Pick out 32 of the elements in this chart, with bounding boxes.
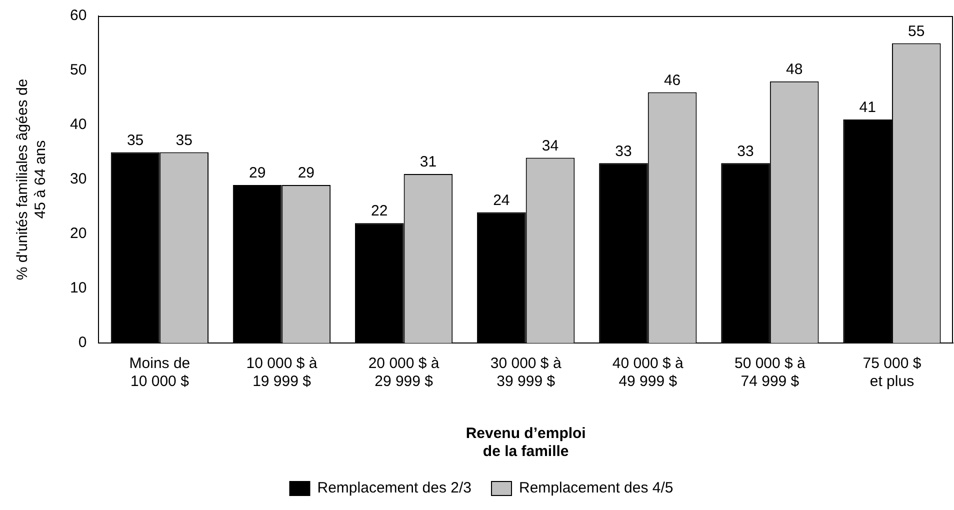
x-tick-label: 10 000 $ à 19 999 $: [246, 355, 318, 390]
x-tick-label: Moins de 10 000 $: [129, 355, 190, 390]
data-label: 34: [542, 137, 559, 154]
data-label: 29: [298, 164, 315, 182]
legend-label: Remplacement des 2/3: [317, 480, 472, 497]
data-label: 55: [908, 22, 925, 40]
y-tick-label: 30: [70, 170, 87, 188]
y-tick-label: 20: [70, 225, 87, 242]
y-tick-label: 40: [70, 116, 87, 134]
data-label: 41: [859, 99, 876, 116]
data-label: 22: [371, 202, 388, 220]
legend-label: Remplacement des 4/5: [519, 480, 674, 497]
data-label: 33: [615, 142, 632, 160]
data-label: 46: [664, 72, 681, 89]
data-label: 33: [737, 142, 754, 160]
y-tick-label: 60: [70, 7, 87, 24]
x-tick-label: 75 000 $ et plus: [862, 355, 922, 390]
y-tick-label: 50: [70, 62, 87, 79]
x-tick-label: 50 000 $ à 74 999 $: [734, 355, 806, 390]
x-tick-label: 20 000 $ à 29 999 $: [368, 355, 440, 390]
data-label: 24: [493, 192, 510, 209]
data-label: 48: [786, 61, 803, 78]
y-axis-title: % d'unités familiales âgées de 45 à 64 ans: [14, 78, 50, 280]
data-label: 29: [249, 164, 266, 182]
data-label: 35: [126, 132, 144, 149]
y-tick-label: 0: [78, 334, 87, 352]
x-tick-label: 30 000 $ à 39 999 $: [490, 355, 562, 390]
x-tick-label: 40 000 $ à 49 999 $: [612, 355, 684, 390]
y-tick-label: 10: [70, 280, 87, 297]
x-axis-title: Revenu d’emploi de la famille: [466, 425, 586, 460]
data-label: 35: [176, 132, 192, 149]
data-label: 31: [420, 154, 437, 171]
